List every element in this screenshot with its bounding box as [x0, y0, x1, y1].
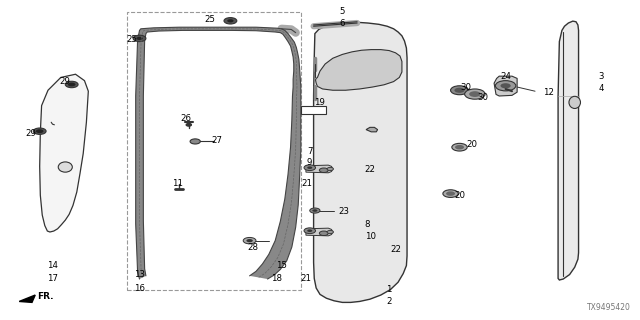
Circle shape	[224, 18, 237, 24]
Text: 21: 21	[301, 179, 312, 188]
Circle shape	[469, 91, 481, 97]
Circle shape	[65, 81, 78, 88]
Text: 28: 28	[247, 243, 259, 252]
Text: 11: 11	[172, 180, 184, 188]
Text: 25: 25	[204, 15, 216, 24]
Circle shape	[307, 166, 312, 169]
Text: 7: 7	[307, 147, 312, 156]
Polygon shape	[136, 27, 301, 279]
Circle shape	[443, 190, 458, 197]
Text: 21: 21	[300, 274, 312, 283]
Text: 13: 13	[134, 270, 145, 279]
Bar	[127, 12, 301, 290]
Text: 29: 29	[60, 77, 70, 86]
Text: 26: 26	[180, 114, 191, 123]
Circle shape	[243, 237, 256, 244]
Text: 29: 29	[25, 129, 36, 138]
Text: 5: 5	[340, 7, 345, 16]
Circle shape	[136, 37, 143, 40]
Ellipse shape	[58, 162, 72, 172]
Circle shape	[455, 145, 464, 149]
Text: 4: 4	[599, 84, 604, 93]
Circle shape	[68, 83, 76, 86]
Circle shape	[133, 35, 146, 42]
Polygon shape	[558, 21, 579, 280]
Text: 17: 17	[47, 274, 58, 283]
Text: 8: 8	[365, 220, 371, 229]
Text: 16: 16	[134, 284, 145, 293]
Circle shape	[190, 139, 200, 144]
Circle shape	[465, 89, 485, 99]
Text: 30: 30	[477, 93, 488, 102]
Polygon shape	[19, 295, 35, 302]
Polygon shape	[316, 50, 402, 90]
Circle shape	[304, 165, 316, 171]
Text: 20: 20	[466, 140, 477, 149]
Polygon shape	[494, 76, 517, 96]
Circle shape	[327, 230, 333, 234]
Text: 3: 3	[599, 72, 604, 81]
Polygon shape	[40, 74, 88, 232]
Text: 22: 22	[390, 245, 401, 254]
Polygon shape	[314, 22, 407, 302]
Text: TX9495420: TX9495420	[586, 303, 630, 312]
Circle shape	[312, 209, 317, 212]
Circle shape	[36, 129, 44, 133]
Text: 23: 23	[338, 207, 349, 216]
Text: 22: 22	[365, 165, 376, 174]
Text: 2: 2	[387, 297, 392, 306]
Circle shape	[186, 124, 191, 126]
Circle shape	[446, 191, 455, 196]
Text: 19: 19	[314, 98, 324, 107]
Text: 25: 25	[127, 36, 138, 44]
Circle shape	[452, 143, 467, 151]
Circle shape	[33, 128, 46, 134]
Text: 6: 6	[340, 19, 345, 28]
Circle shape	[451, 86, 468, 95]
Text: 12: 12	[543, 88, 554, 97]
Circle shape	[227, 19, 234, 22]
Text: 15: 15	[276, 261, 287, 270]
Text: 9: 9	[307, 158, 312, 167]
Text: FR.: FR.	[37, 292, 54, 301]
Circle shape	[307, 229, 312, 232]
Circle shape	[454, 88, 465, 93]
Circle shape	[310, 208, 320, 213]
Circle shape	[500, 83, 511, 88]
Bar	[301, 106, 326, 114]
Polygon shape	[366, 127, 378, 132]
Text: 18: 18	[271, 274, 282, 283]
Text: 27: 27	[211, 136, 222, 145]
Polygon shape	[306, 228, 333, 236]
Circle shape	[327, 167, 333, 171]
Text: 24: 24	[500, 72, 511, 81]
Text: 20: 20	[454, 191, 465, 200]
Text: 30: 30	[460, 83, 472, 92]
Circle shape	[246, 239, 253, 242]
Ellipse shape	[569, 96, 580, 108]
Circle shape	[319, 231, 328, 236]
Text: 1: 1	[387, 285, 392, 294]
Polygon shape	[306, 165, 333, 173]
Circle shape	[304, 228, 316, 234]
Text: 10: 10	[365, 232, 376, 241]
Circle shape	[319, 168, 328, 172]
Text: 14: 14	[47, 261, 58, 270]
Circle shape	[495, 81, 516, 91]
